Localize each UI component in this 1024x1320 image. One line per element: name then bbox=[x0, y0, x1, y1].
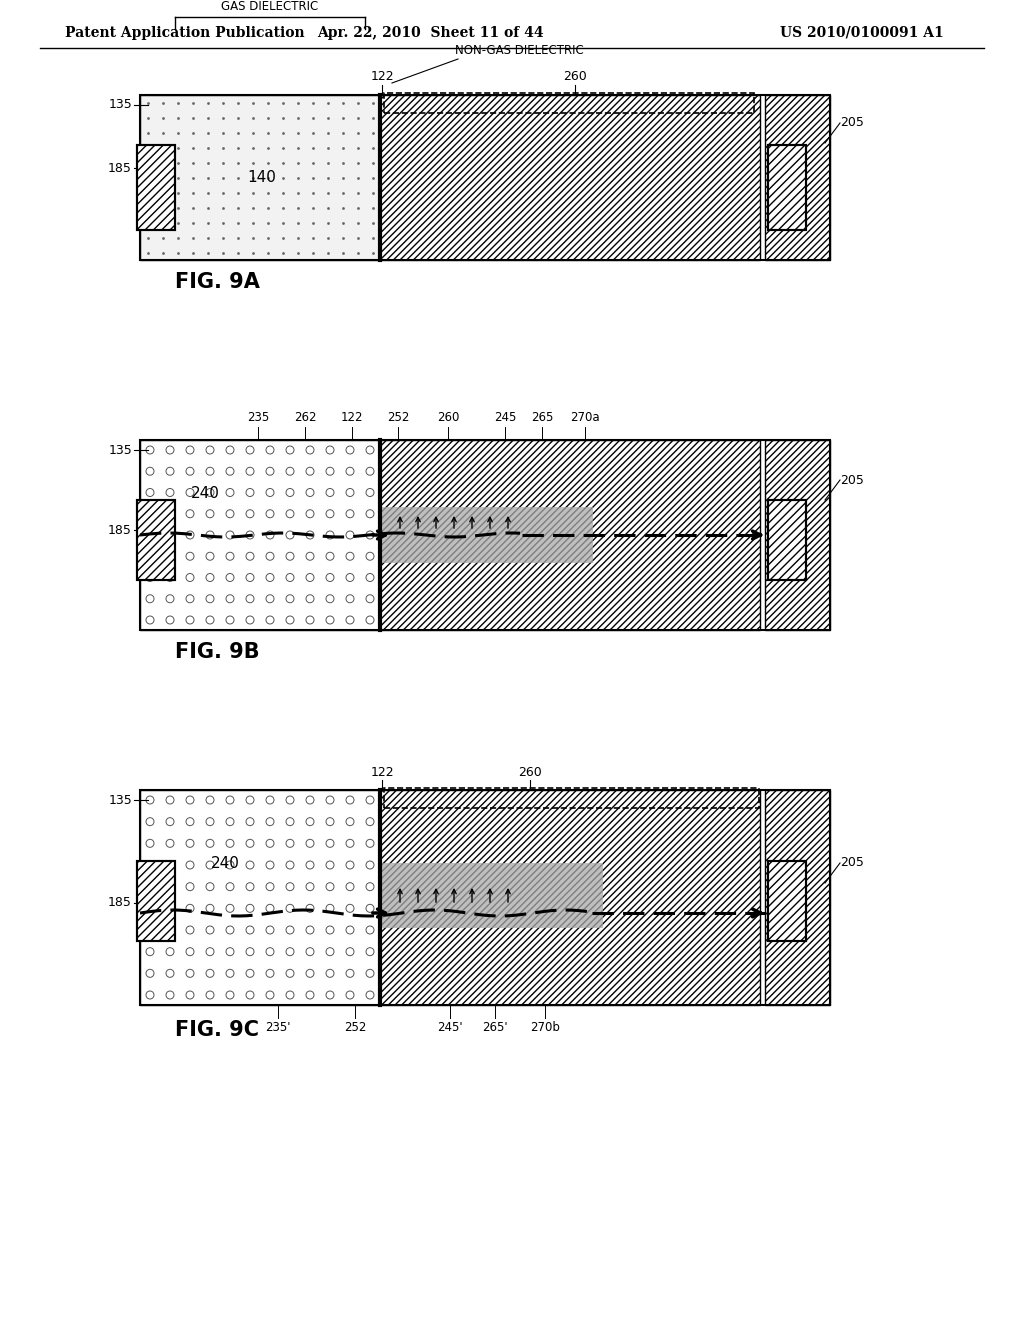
Text: 140: 140 bbox=[248, 170, 276, 186]
Bar bbox=[768, 861, 806, 941]
Text: 135: 135 bbox=[109, 99, 132, 111]
Text: Patent Application Publication: Patent Application Publication bbox=[65, 26, 304, 40]
Bar bbox=[378, 507, 593, 564]
Bar bbox=[140, 789, 380, 1005]
Bar bbox=[140, 95, 830, 260]
Text: 205: 205 bbox=[840, 474, 864, 487]
Bar bbox=[137, 500, 175, 579]
Text: 122: 122 bbox=[341, 411, 364, 424]
Text: Apr. 22, 2010  Sheet 11 of 44: Apr. 22, 2010 Sheet 11 of 44 bbox=[316, 26, 544, 40]
Bar bbox=[137, 861, 175, 941]
Text: 185: 185 bbox=[109, 524, 132, 536]
Bar bbox=[768, 500, 806, 579]
Text: FIG. 9B: FIG. 9B bbox=[175, 642, 260, 663]
Text: 260: 260 bbox=[518, 766, 542, 779]
Text: 205: 205 bbox=[840, 116, 864, 129]
Bar bbox=[765, 95, 830, 260]
Bar bbox=[380, 440, 760, 630]
Bar bbox=[140, 95, 380, 260]
Text: 185: 185 bbox=[109, 896, 132, 909]
Text: 252: 252 bbox=[387, 411, 410, 424]
Text: 185: 185 bbox=[109, 161, 132, 174]
Bar bbox=[768, 145, 806, 230]
Text: 235': 235' bbox=[265, 1020, 291, 1034]
Text: 260: 260 bbox=[437, 411, 459, 424]
Bar bbox=[768, 145, 806, 230]
Text: US 2010/0100091 A1: US 2010/0100091 A1 bbox=[780, 26, 944, 40]
Text: 240: 240 bbox=[190, 486, 219, 500]
Text: 135: 135 bbox=[109, 793, 132, 807]
Text: 245': 245' bbox=[437, 1020, 463, 1034]
Bar bbox=[768, 500, 806, 579]
Text: 245: 245 bbox=[494, 411, 516, 424]
Text: FIG. 9A: FIG. 9A bbox=[175, 272, 260, 292]
Text: 240: 240 bbox=[211, 855, 240, 870]
Text: NON-GAS DIELECTRIC: NON-GAS DIELECTRIC bbox=[455, 44, 584, 57]
Bar bbox=[378, 863, 603, 928]
Bar bbox=[380, 789, 760, 1005]
Text: GAS DIELECTRIC: GAS DIELECTRIC bbox=[221, 0, 318, 13]
Bar bbox=[140, 440, 380, 630]
Text: 265': 265' bbox=[482, 1020, 508, 1034]
Bar bbox=[137, 500, 175, 579]
Text: 252: 252 bbox=[344, 1020, 367, 1034]
Text: 122: 122 bbox=[371, 766, 394, 779]
Bar bbox=[140, 789, 830, 1005]
Text: FIG. 9C: FIG. 9C bbox=[175, 1020, 259, 1040]
Text: 270b: 270b bbox=[530, 1020, 560, 1034]
Text: 265: 265 bbox=[530, 411, 553, 424]
Text: 260: 260 bbox=[563, 70, 587, 83]
Text: 122: 122 bbox=[371, 70, 394, 83]
Text: 270a: 270a bbox=[570, 411, 600, 424]
Text: 135: 135 bbox=[109, 444, 132, 457]
Text: 262: 262 bbox=[294, 411, 316, 424]
Bar bbox=[768, 861, 806, 941]
Bar bbox=[380, 95, 760, 260]
Bar bbox=[765, 440, 830, 630]
Bar bbox=[140, 440, 830, 630]
Text: 235: 235 bbox=[247, 411, 269, 424]
Bar bbox=[384, 92, 754, 114]
Text: 205: 205 bbox=[840, 857, 864, 870]
Bar bbox=[384, 788, 759, 808]
Bar bbox=[137, 145, 175, 230]
Bar bbox=[137, 861, 175, 941]
Bar bbox=[765, 789, 830, 1005]
Bar bbox=[137, 145, 175, 230]
